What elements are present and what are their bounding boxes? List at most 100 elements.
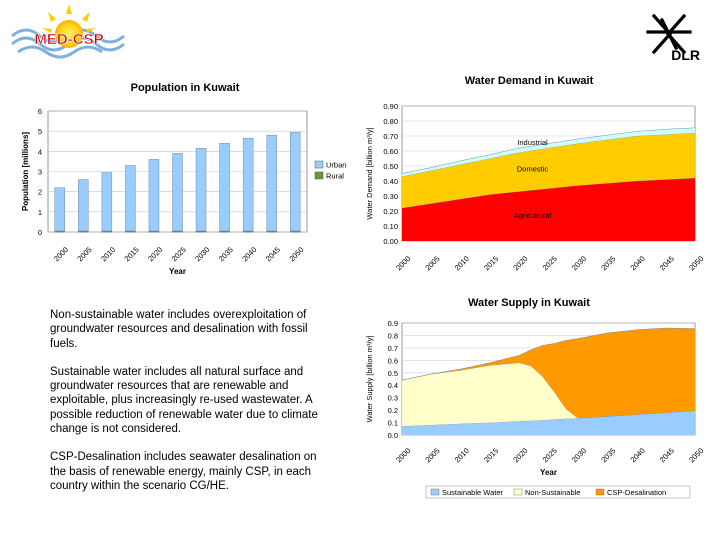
population-chart-svg: Population in Kuwait 0 1 2 3 4 5 6 Population [m… [21, 82, 346, 276]
dlr-logo-text: DLR [671, 47, 700, 63]
x-tick-label: 2010 [99, 245, 117, 263]
y-tick-label: 0.70 [383, 132, 398, 141]
x-axis-label: Year [540, 468, 557, 477]
notes-text: Non-sustainable water includes overexplo… [50, 308, 335, 507]
note-sustainable: Sustainable water includes all natural s… [50, 365, 318, 436]
area-agricultural [402, 178, 695, 241]
x-tick-label: 2010 [453, 446, 471, 464]
chart-title: Population in Kuwait [131, 82, 240, 94]
area-edge-non-sustainable [401, 362, 696, 419]
legend-label-csp-desalination: CSP-Desalination [607, 488, 666, 497]
x-tick-label: 2045 [658, 446, 676, 464]
x-tick-label: 2025 [541, 254, 559, 272]
y-tick-label: 0.5 [388, 369, 398, 378]
y-tick-label: 0.10 [383, 222, 398, 231]
dlr-logo: DLR [640, 10, 710, 66]
y-axis-label: Population [millions] [21, 132, 30, 211]
y-tick-label: 0.0 [388, 431, 398, 440]
chart-title: Water Supply in Kuwait [468, 297, 590, 309]
x-tick-label: 2015 [482, 254, 500, 272]
legend-label-urban: Urban [326, 161, 346, 170]
water-supply-chart-svg: Water Supply in Kuwait 0.0 0.1 0.2 0.3 0.4 0.5… [365, 297, 705, 499]
bar-urban [172, 153, 183, 232]
x-tick-label: 2040 [629, 446, 647, 464]
y-tick-label: 0.00 [383, 237, 398, 246]
x-tick-label: 2050 [687, 446, 705, 464]
x-tick-label: 2030 [570, 446, 588, 464]
area-sustainable-water [402, 410, 695, 435]
legend-box [425, 485, 691, 499]
y-tick-label: 0.3 [388, 394, 398, 403]
x-tick-label: 2035 [599, 254, 617, 272]
area-edge-csp-desalination [401, 327, 696, 381]
bar-urban [101, 172, 113, 232]
y-tick-label: 0.60 [383, 147, 398, 156]
y-tick-label: 0.9 [388, 319, 398, 328]
x-tick-label: 2005 [423, 254, 441, 272]
x-axis-label: Year [169, 267, 186, 276]
y-tick-label: 0.50 [383, 162, 398, 171]
x-tick-label: 2025 [170, 245, 188, 263]
x-tick-label: 2020 [511, 254, 529, 272]
water-demand-chart-svg: Water Demand in Kuwait 0.00 0.10 0.20 0.30 0.… [365, 75, 705, 272]
x-tick-label: 2005 [423, 446, 441, 464]
x-tick-label: 2045 [264, 245, 282, 263]
bar-urban [195, 148, 207, 232]
x-tick-label: 2040 [629, 254, 647, 272]
x-tick-label: 2000 [52, 245, 70, 263]
bar-urban [266, 135, 277, 232]
y-tick-label: 6 [38, 107, 42, 116]
y-tick-label: 0.4 [388, 381, 398, 390]
x-tick-label: 2015 [482, 446, 500, 464]
bar-urban [242, 138, 254, 232]
x-tick-label: 2000 [394, 446, 412, 464]
x-tick-label: 2010 [453, 254, 471, 272]
y-tick-label: 0.30 [383, 192, 398, 201]
y-tick-label: 4 [38, 147, 42, 156]
y-tick-label: 0 [38, 228, 42, 237]
area-non-sustainable [402, 362, 695, 427]
y-tick-label: 0.6 [388, 356, 398, 365]
note-non-sustainable: Non-sustainable water includes overexplo… [50, 309, 308, 350]
x-tick-label: 2045 [658, 254, 676, 272]
population-chart: Population in Kuwait 0 1 2 3 4 5 6 Population [m… [15, 75, 360, 280]
legend-swatch-csp-desalination [595, 488, 605, 496]
area-csp-desalination [402, 328, 695, 419]
bar-urban [125, 165, 136, 232]
water-demand-chart: Water Demand in Kuwait 0.00 0.10 0.20 0.30 0.… [362, 70, 712, 280]
x-tick-label: 2000 [394, 254, 412, 272]
note-csp-desalination: CSP-Desalination includes seawater desal… [50, 451, 317, 492]
area-domestic [402, 133, 695, 208]
chart-title: Water Demand in Kuwait [465, 75, 594, 87]
x-tick-label: 2020 [511, 446, 529, 464]
x-tick-label: 2035 [217, 245, 235, 263]
area-industrial [402, 127, 695, 177]
y-tick-label: 0.80 [383, 117, 398, 126]
water-supply-chart: Water Supply in Kuwait 0.0 0.1 0.2 0.3 0.4 0.5… [362, 292, 712, 502]
med-csp-logo-graphic: MED-CSP [11, 4, 125, 59]
x-tick-label: 2030 [570, 254, 588, 272]
y-tick-label: 3 [38, 168, 42, 177]
series-label-industrial: Industrial [517, 138, 548, 147]
x-tick-label: 2035 [599, 446, 617, 464]
x-tick-label: 2025 [541, 446, 559, 464]
legend-swatch-sustainable-water [430, 488, 440, 496]
bar-urban [54, 187, 65, 232]
y-tick-label: 0.90 [383, 102, 398, 111]
legend-swatch-rural [314, 171, 324, 180]
bar-urban [290, 131, 301, 232]
x-tick-label: 2030 [193, 245, 211, 263]
x-tick-label: 2005 [75, 245, 93, 263]
x-tick-label: 2020 [146, 245, 164, 263]
y-axis-label: Water Demand [billion m³/y] [365, 127, 374, 219]
y-tick-label: 1 [38, 208, 42, 217]
bar-urban [148, 159, 160, 232]
y-tick-label: 0.8 [388, 331, 398, 340]
y-tick-label: 0.2 [388, 406, 398, 415]
dlr-logo-graphic: DLR [646, 13, 700, 63]
legend-label-non-sustainable: Non-Sustainable [525, 488, 580, 497]
y-tick-label: 2 [38, 188, 42, 197]
area-edge-industrial [401, 127, 696, 174]
y-tick-label: 0.7 [388, 344, 398, 353]
y-tick-label: 0.1 [388, 419, 398, 428]
